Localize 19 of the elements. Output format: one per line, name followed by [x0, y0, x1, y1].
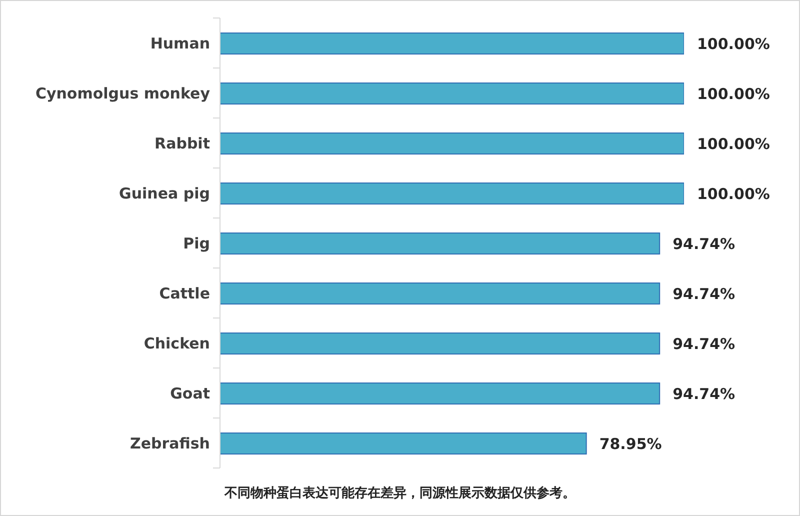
y-tick-label: Goat [170, 384, 210, 402]
data-label: 94.74% [672, 234, 736, 253]
data-label: 100.00% [697, 84, 770, 103]
data-label: 94.74% [672, 384, 736, 403]
y-tick-label: Pig [183, 234, 210, 252]
y-tick-label: Zebrafish [130, 434, 210, 452]
y-tick-label: Cynomolgus monkey [35, 84, 210, 102]
data-label: 100.00% [697, 34, 770, 53]
text: 不同物种蛋白表达可能存在差异，同源性展示数据仅供参考。 [223, 485, 576, 503]
data-label: 100.00% [697, 134, 770, 153]
y-tick-label: Rabbit [154, 134, 210, 152]
y-tick-label: Human [150, 34, 210, 52]
y-tick-label: Cattle [159, 284, 210, 302]
y-tick-label: Chicken [144, 334, 210, 352]
data-label: 100.00% [697, 184, 770, 203]
data-label: 78.95% [599, 434, 662, 453]
y-tick-label: Guinea pig [119, 184, 210, 202]
data-label: 94.74% [672, 334, 736, 353]
data-label: 94.74% [672, 284, 736, 303]
